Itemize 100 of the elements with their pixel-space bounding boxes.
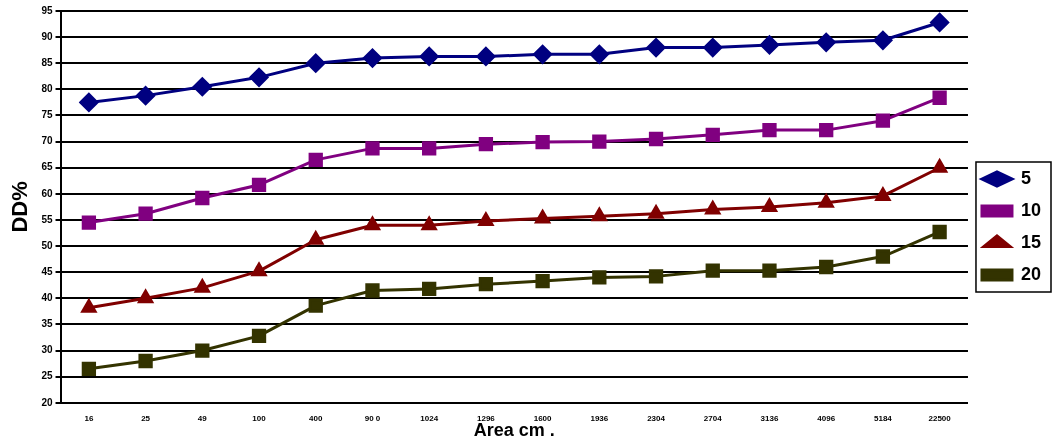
x-tick-label: 25 bbox=[141, 413, 151, 423]
point bbox=[648, 269, 664, 284]
point bbox=[533, 44, 553, 64]
point bbox=[932, 159, 948, 173]
x-tick-label: 1024 bbox=[420, 413, 439, 423]
y-tick-label: 90 bbox=[41, 30, 53, 42]
x-tick-label: 90 0 bbox=[364, 413, 381, 423]
y-tick-label: 50 bbox=[41, 239, 53, 251]
point bbox=[136, 86, 156, 106]
x-tick-label: 1936 bbox=[590, 413, 609, 423]
y-tick-label: 75 bbox=[41, 109, 53, 121]
point bbox=[759, 35, 779, 55]
point bbox=[308, 231, 324, 245]
y-tick-label: 35 bbox=[41, 318, 53, 330]
point bbox=[875, 187, 891, 201]
point bbox=[478, 277, 494, 292]
point bbox=[762, 122, 777, 138]
point bbox=[592, 134, 607, 149]
point bbox=[365, 283, 380, 298]
point bbox=[930, 12, 950, 32]
x-tick-label: 22500 bbox=[928, 413, 952, 423]
y-tick-label: 85 bbox=[41, 56, 53, 68]
point bbox=[589, 44, 609, 64]
point bbox=[79, 92, 99, 112]
point bbox=[422, 141, 437, 156]
point bbox=[875, 113, 891, 128]
point bbox=[932, 224, 947, 240]
point bbox=[308, 298, 323, 313]
point bbox=[705, 127, 720, 142]
x-tick-label: 16 bbox=[84, 413, 94, 423]
point bbox=[421, 216, 437, 231]
point bbox=[362, 48, 382, 68]
point bbox=[81, 299, 97, 313]
point bbox=[819, 259, 834, 275]
point bbox=[818, 194, 834, 208]
x-tick-label: 1296 bbox=[476, 413, 496, 423]
point bbox=[192, 77, 212, 97]
legend-label: 20 bbox=[1020, 263, 1042, 284]
point bbox=[476, 46, 496, 66]
y-tick-label: 30 bbox=[41, 344, 53, 356]
x-axis-title: Area cm . bbox=[473, 420, 555, 441]
legend-label: 10 bbox=[1020, 199, 1042, 220]
x-tick-label: 100 bbox=[252, 413, 267, 423]
y-tick-label: 25 bbox=[41, 370, 53, 382]
y-tick-label: 70 bbox=[41, 135, 53, 147]
x-tick-label: 5184 bbox=[874, 413, 893, 423]
x-tick-label: 2304 bbox=[647, 413, 666, 423]
point bbox=[592, 270, 607, 285]
point bbox=[249, 67, 269, 87]
point bbox=[251, 262, 267, 277]
y-axis-title: DD% bbox=[7, 181, 33, 233]
point bbox=[365, 141, 380, 156]
point bbox=[251, 328, 267, 344]
point bbox=[591, 207, 607, 222]
point bbox=[816, 32, 836, 52]
x-tick-label: 2704 bbox=[703, 413, 723, 423]
x-tick-label: 4096 bbox=[817, 413, 836, 423]
point bbox=[138, 353, 153, 369]
point bbox=[195, 343, 210, 358]
y-tick-label: 20 bbox=[41, 396, 53, 408]
point bbox=[195, 190, 210, 206]
y-tick-label: 55 bbox=[41, 213, 53, 225]
point bbox=[138, 289, 154, 304]
y-tick-label: 40 bbox=[41, 292, 53, 304]
y-tick-label: 95 bbox=[41, 4, 53, 16]
legend-label: 15 bbox=[1020, 231, 1042, 252]
point bbox=[478, 137, 494, 152]
y-tick-label: 60 bbox=[41, 187, 53, 199]
point bbox=[308, 152, 323, 168]
point bbox=[875, 249, 891, 264]
x-tick-label: 1600 bbox=[533, 413, 553, 423]
point bbox=[81, 215, 97, 230]
x-tick-label: 400 bbox=[309, 413, 323, 423]
point bbox=[419, 46, 439, 66]
point bbox=[648, 131, 664, 147]
y-tick-label: 65 bbox=[41, 161, 53, 173]
point bbox=[646, 38, 666, 58]
legend-label: 5 bbox=[1020, 167, 1031, 188]
x-tick-label: 3136 bbox=[760, 413, 779, 423]
point bbox=[535, 273, 550, 289]
point bbox=[819, 122, 834, 138]
point bbox=[194, 279, 210, 293]
point bbox=[648, 205, 664, 219]
x-tick-label: 49 bbox=[197, 413, 208, 423]
point bbox=[705, 263, 720, 278]
point bbox=[703, 38, 723, 58]
y-tick-label: 80 bbox=[41, 83, 53, 95]
point bbox=[81, 361, 97, 376]
point bbox=[364, 216, 381, 231]
point bbox=[422, 281, 437, 297]
point bbox=[761, 198, 778, 212]
point bbox=[251, 177, 267, 193]
point bbox=[478, 212, 494, 227]
point bbox=[535, 134, 550, 150]
point bbox=[705, 201, 721, 215]
point bbox=[535, 209, 551, 224]
point bbox=[762, 263, 777, 278]
point bbox=[138, 206, 153, 221]
point bbox=[306, 53, 326, 73]
point bbox=[873, 30, 893, 50]
